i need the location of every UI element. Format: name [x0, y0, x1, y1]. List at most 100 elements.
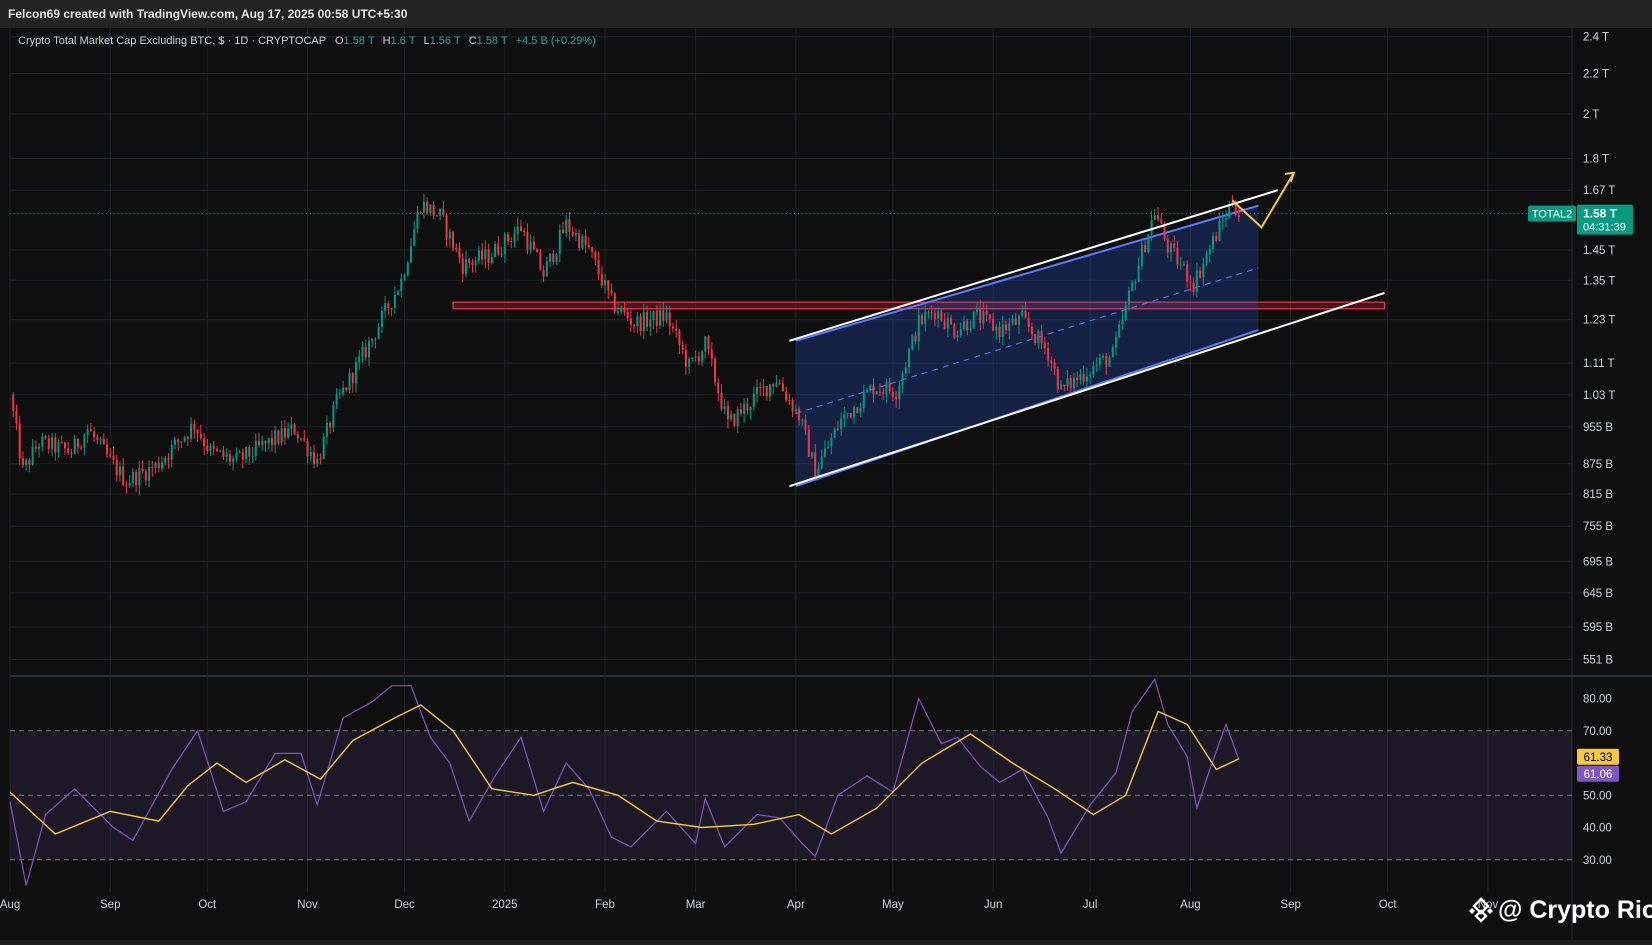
candle-body [1069, 377, 1072, 389]
candle-body [691, 357, 694, 360]
time-tick-label: Sep [1280, 899, 1300, 911]
candle-body [642, 311, 645, 332]
chart-canvas[interactable]: 2.4 T 2.2 T 2 T 1.8 T 1.67 T 1.45 T 1.35 T 1.23… [0, 28, 1652, 940]
candle-body [261, 440, 264, 446]
candle-body [487, 249, 490, 264]
candle-body [917, 314, 920, 342]
candle-body [1040, 330, 1043, 344]
candle-body [523, 230, 526, 233]
candle-body [267, 437, 270, 444]
candle-body [1014, 318, 1017, 325]
candle-body [1005, 324, 1008, 331]
candle-body [633, 324, 636, 327]
candle-body [836, 428, 839, 430]
candle-body [720, 392, 723, 410]
candle-body [904, 367, 907, 374]
candle-body [47, 438, 50, 449]
candle-body [898, 385, 901, 400]
candle-body [869, 385, 872, 390]
candle-body [885, 382, 888, 395]
candle-body [1102, 356, 1105, 358]
axes: 2.4 T 2.2 T 2 T 1.8 T 1.67 T 1.45 T 1.35 T 1.23… [0, 32, 1615, 911]
candle-body [594, 251, 597, 260]
candle-body [723, 405, 726, 410]
candle-body [225, 454, 228, 457]
candle-body [21, 458, 24, 465]
time-tick-label: Sep [100, 899, 120, 911]
candle-body [924, 312, 927, 324]
candle-body [60, 442, 63, 444]
candle-body [70, 452, 73, 455]
candle-body [759, 386, 762, 388]
candle-body [41, 436, 44, 447]
candle-body [681, 344, 684, 350]
candle-body [1011, 318, 1014, 324]
chart-area[interactable]: 2.4 T 2.2 T 2 T 1.8 T 1.67 T 1.45 T 1.35 T 1.23… [0, 28, 1652, 940]
candle-body [34, 446, 37, 449]
candle-body [452, 231, 455, 248]
chart-attribution: Felcon69 created with TradingView.com, A… [0, 0, 1652, 28]
candle-body [713, 359, 717, 383]
candle-body [1140, 244, 1143, 266]
candle-body [979, 308, 982, 323]
close-value: 1.58 T [476, 35, 508, 47]
ticker-badge-text: TOTAL2 [1532, 209, 1573, 221]
candle-body [940, 311, 943, 321]
candle-body [413, 229, 416, 246]
candle-body [646, 311, 649, 327]
binance-diamond-icon [1469, 897, 1493, 923]
candle-body [726, 405, 729, 420]
time-tick-label: Apr [787, 899, 805, 911]
candle-body [410, 245, 413, 263]
candle-body [1043, 343, 1046, 349]
change-value: +4.5 B (+0.29%) [515, 35, 596, 47]
candle-body [51, 437, 54, 449]
candle-body [532, 241, 535, 250]
candle-body [1111, 347, 1114, 358]
candle-body [1121, 319, 1124, 325]
candle-body [18, 423, 21, 459]
candle-body [151, 466, 154, 469]
candle-body [1115, 337, 1118, 348]
candle-body [135, 472, 138, 486]
time-tick-label: Dec [394, 899, 415, 911]
candle-body [762, 385, 765, 388]
candle-body [616, 311, 619, 313]
candle-body [920, 314, 923, 324]
candle-body [584, 236, 587, 246]
candle-body [371, 338, 374, 342]
low-label: L [423, 35, 430, 47]
candle-body [296, 434, 299, 439]
candle-body [351, 372, 354, 384]
candle-body [1001, 324, 1004, 337]
candle-body [306, 440, 309, 457]
symbol-title: Crypto Total Market Cap Excluding BTC, $… [18, 35, 326, 47]
candle-body [817, 468, 820, 480]
candle-body [1228, 203, 1231, 219]
candle-body [435, 215, 438, 217]
candle-body [329, 422, 332, 428]
candle-body [332, 404, 335, 428]
candle-body [503, 234, 506, 254]
candle-body [148, 466, 151, 481]
rsi-tick-label: 40.00 [1583, 823, 1612, 835]
price-tick-label: 1.23 T [1583, 315, 1615, 327]
time-tick-label: Oct [198, 899, 217, 911]
candle-body [397, 291, 400, 295]
candle-body [811, 452, 814, 457]
candle-body [507, 234, 510, 242]
candle-body [587, 245, 590, 248]
candle-body [1186, 264, 1189, 282]
candle-body [497, 243, 500, 255]
projection-lower-line [789, 292, 1385, 488]
candle-body [232, 458, 235, 462]
candle-body [477, 250, 480, 261]
candle-body [235, 453, 238, 459]
time-tick-label: Nov [297, 899, 318, 911]
candle-body [552, 253, 555, 262]
candle-body [157, 462, 160, 469]
candle-body [908, 349, 911, 368]
candle-body [419, 212, 422, 214]
candle-body [562, 229, 565, 234]
candle-body [1105, 356, 1108, 367]
